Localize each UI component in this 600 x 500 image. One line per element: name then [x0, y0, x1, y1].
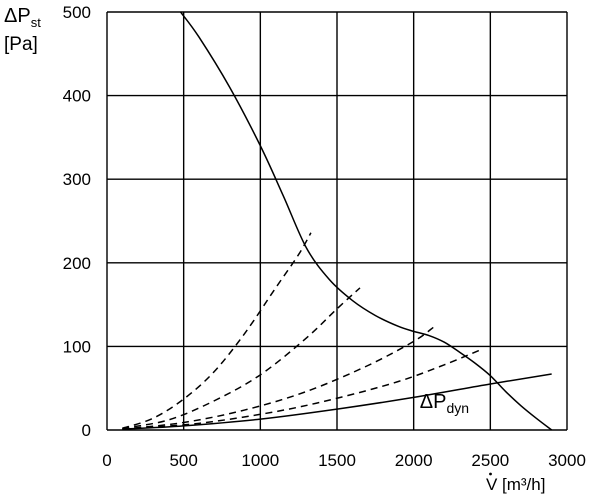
y-axis-unit: [Pa] — [4, 34, 38, 55]
x-tick-label: 0 — [102, 451, 111, 470]
tick-labels: 0 500 1000 1500 2000 2500 3000 0 100 200 300 400 500 — [63, 3, 586, 470]
grid — [106, 11, 568, 431]
series-line-dashed — [122, 348, 483, 430]
series-line-dashed — [122, 232, 312, 430]
x-tick-label: 3000 — [548, 451, 586, 470]
y-tick-label: 300 — [63, 170, 91, 189]
svg-text:ΔPst: ΔPst — [4, 5, 41, 30]
x-tick-label: 2000 — [395, 451, 433, 470]
y-axis-label: ΔPst [Pa] — [4, 5, 41, 55]
x-axis-label-main: V — [486, 475, 498, 494]
series-line-dashed — [122, 326, 435, 430]
series-layer — [122, 11, 553, 431]
y-tick-label: 100 — [63, 337, 91, 356]
annotation-sub: dyn — [447, 400, 470, 416]
y-tick-label: 500 — [63, 3, 91, 22]
y-axis-label-main: ΔP — [4, 5, 31, 27]
svg-text:ΔPdyn: ΔPdyn — [420, 391, 469, 416]
x-axis-dot-icon — [489, 472, 492, 476]
x-tick-label: 2500 — [471, 451, 509, 470]
y-tick-label: 200 — [63, 254, 91, 273]
y-tick-label: 400 — [63, 87, 91, 106]
y-axis-label-sub: st — [31, 15, 42, 30]
y-tick-label: 0 — [82, 421, 91, 440]
series-line-solid — [122, 373, 552, 430]
x-axis-unit: [m³/h] — [502, 475, 545, 494]
series-line-dashed — [122, 287, 361, 430]
x-tick-label: 1000 — [241, 451, 279, 470]
series-line-solid — [179, 11, 553, 431]
annotation-main: ΔP — [420, 391, 447, 413]
x-tick-label: 1500 — [318, 451, 356, 470]
annotation-dp-dyn: ΔPdyn — [420, 391, 469, 416]
x-tick-label: 500 — [169, 451, 197, 470]
x-axis-label: V [m³/h] — [486, 472, 545, 494]
